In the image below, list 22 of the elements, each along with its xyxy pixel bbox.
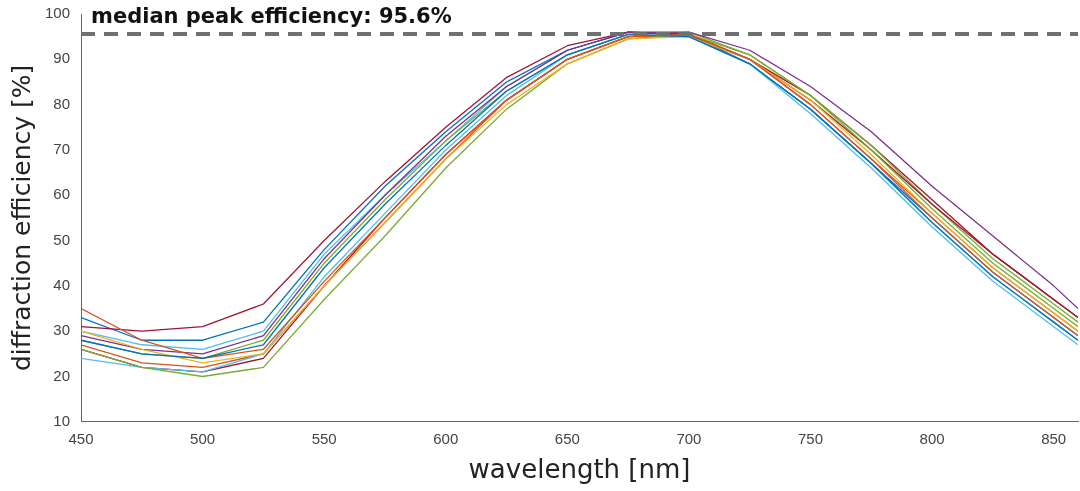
y-tick-label: 20 [53,366,71,384]
x-tick-label: 750 [798,429,824,447]
x-tick-label: 650 [554,429,580,447]
x-axis-title: wavelength [nm] [468,454,691,485]
y-tick-label: 50 [53,230,71,248]
x-tick-label: 800 [919,429,945,447]
x-tick-label: 500 [190,429,216,447]
x-tick-label: 550 [311,429,337,447]
ref-line-label: median peak efficiency: 95.6% [91,3,452,28]
y-axis-title: diffraction efficiency [%] [6,64,36,372]
x-tick-label: 700 [676,429,702,447]
x-tick-label: 450 [68,429,94,447]
x-tick-label: 850 [1041,429,1067,447]
y-tick-label: 40 [53,276,71,294]
y-tick-label: 90 [53,49,71,67]
x-tick-label: 600 [433,429,459,447]
y-tick-label: 80 [53,94,71,112]
y-tick-label: 60 [53,185,71,203]
y-tick-label: 30 [53,321,71,339]
y-tick-label: 100 [45,4,71,22]
y-tick-label: 70 [53,140,71,158]
y-tick-label: 10 [53,411,71,429]
